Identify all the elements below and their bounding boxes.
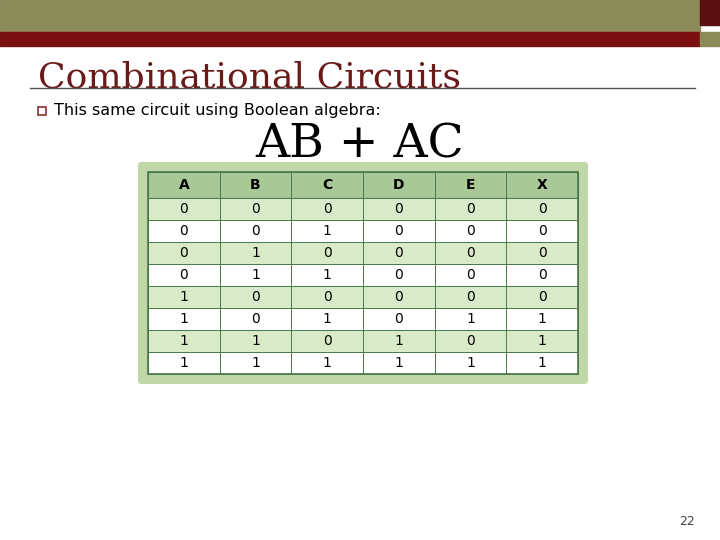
Text: 0: 0 xyxy=(179,268,188,282)
Text: 0: 0 xyxy=(538,246,546,260)
Text: 0: 0 xyxy=(251,290,260,304)
Text: C: C xyxy=(322,178,333,192)
FancyBboxPatch shape xyxy=(38,107,46,115)
Bar xyxy=(0,0,700,32)
Text: AB + AC: AB + AC xyxy=(256,123,464,167)
Bar xyxy=(148,172,578,198)
Text: 1: 1 xyxy=(466,356,475,370)
Text: 0: 0 xyxy=(179,202,188,216)
Text: 0: 0 xyxy=(538,268,546,282)
Text: 1: 1 xyxy=(538,356,546,370)
Text: 0: 0 xyxy=(323,290,331,304)
Text: 0: 0 xyxy=(251,202,260,216)
Text: 1: 1 xyxy=(395,356,403,370)
Text: 0: 0 xyxy=(466,290,475,304)
Bar xyxy=(148,264,578,286)
Text: 22: 22 xyxy=(679,515,695,528)
Text: 0: 0 xyxy=(179,224,188,238)
Text: 1: 1 xyxy=(179,356,188,370)
Text: 1: 1 xyxy=(466,312,475,326)
Text: 0: 0 xyxy=(323,246,331,260)
Text: 1: 1 xyxy=(538,312,546,326)
Bar xyxy=(148,242,578,264)
Text: 0: 0 xyxy=(251,312,260,326)
Text: 0: 0 xyxy=(395,246,403,260)
Text: E: E xyxy=(466,178,475,192)
Text: 1: 1 xyxy=(179,290,188,304)
Text: 1: 1 xyxy=(323,224,332,238)
Bar xyxy=(148,286,578,308)
Text: B: B xyxy=(250,178,261,192)
Text: 0: 0 xyxy=(538,224,546,238)
Text: 1: 1 xyxy=(323,356,332,370)
Text: 0: 0 xyxy=(466,202,475,216)
Text: 1: 1 xyxy=(179,334,188,348)
FancyBboxPatch shape xyxy=(138,162,588,384)
Text: 0: 0 xyxy=(251,224,260,238)
Text: 0: 0 xyxy=(466,334,475,348)
Text: 0: 0 xyxy=(323,202,331,216)
Bar xyxy=(148,352,578,374)
Text: 1: 1 xyxy=(538,334,546,348)
Text: 0: 0 xyxy=(179,246,188,260)
Text: 0: 0 xyxy=(466,268,475,282)
Text: 1: 1 xyxy=(179,312,188,326)
Text: D: D xyxy=(393,178,405,192)
Text: 0: 0 xyxy=(538,290,546,304)
Bar xyxy=(700,0,720,25)
Bar xyxy=(148,330,578,352)
Bar xyxy=(148,220,578,242)
Text: X: X xyxy=(537,178,547,192)
Text: 1: 1 xyxy=(251,334,260,348)
Text: A: A xyxy=(179,178,189,192)
Text: This same circuit using Boolean algebra:: This same circuit using Boolean algebra: xyxy=(54,104,381,118)
Bar xyxy=(148,198,578,220)
Text: 0: 0 xyxy=(395,290,403,304)
Text: 1: 1 xyxy=(323,312,332,326)
Text: 0: 0 xyxy=(466,246,475,260)
Text: 0: 0 xyxy=(538,202,546,216)
Bar xyxy=(0,32,700,46)
Text: 1: 1 xyxy=(395,334,403,348)
Text: 0: 0 xyxy=(395,312,403,326)
Bar xyxy=(148,308,578,330)
Text: 1: 1 xyxy=(251,356,260,370)
Text: 1: 1 xyxy=(251,246,260,260)
Text: 1: 1 xyxy=(251,268,260,282)
Text: 1: 1 xyxy=(323,268,332,282)
Bar xyxy=(700,32,720,46)
Bar xyxy=(148,172,578,374)
Text: 0: 0 xyxy=(395,202,403,216)
Text: 0: 0 xyxy=(395,268,403,282)
Text: 0: 0 xyxy=(395,224,403,238)
Text: 0: 0 xyxy=(466,224,475,238)
Text: Combinational Circuits: Combinational Circuits xyxy=(38,60,461,94)
Text: 0: 0 xyxy=(323,334,331,348)
